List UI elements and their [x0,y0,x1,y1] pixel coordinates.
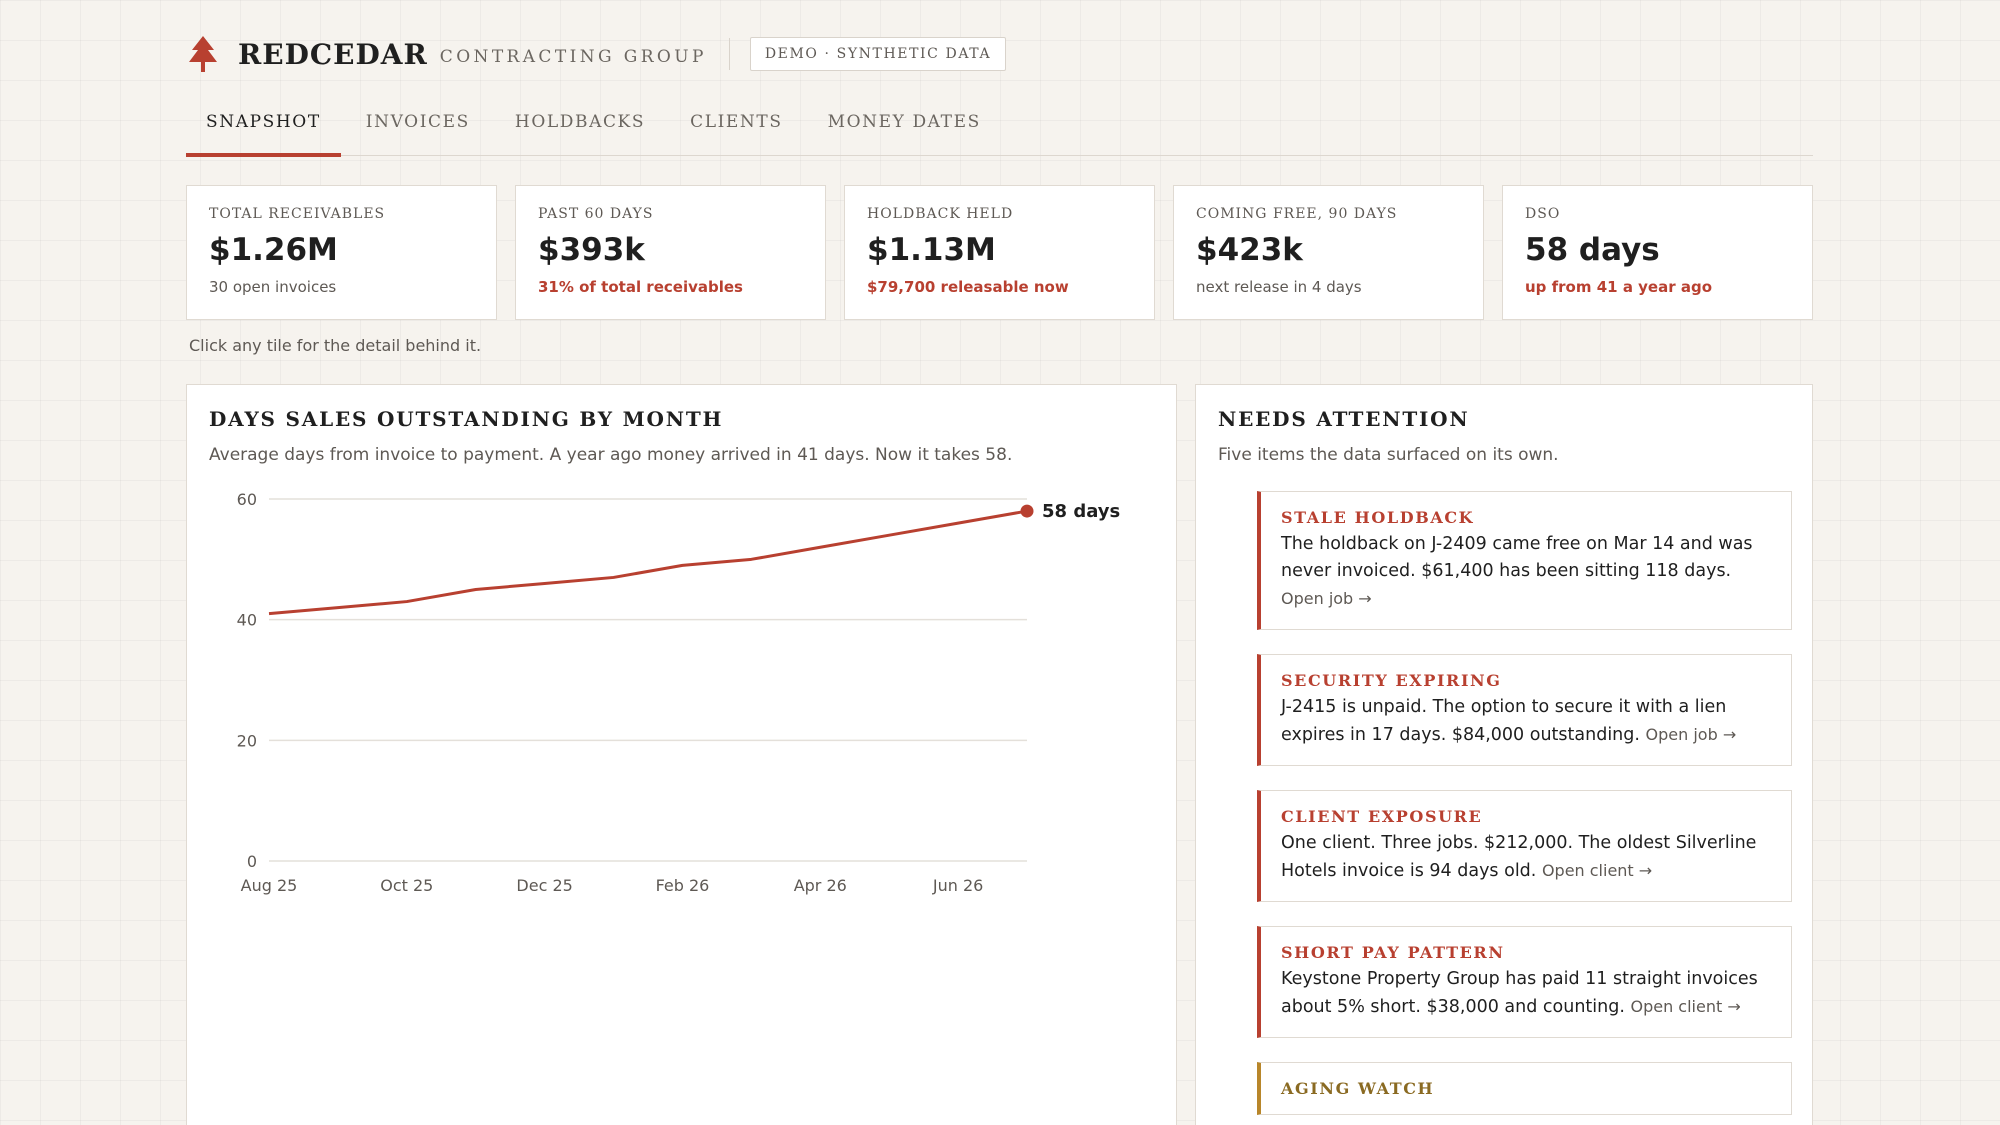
kpi-value: $423k [1196,232,1303,268]
attention-item-title: SECURITY EXPIRING [1281,671,1502,690]
attention-list: STALE HOLDBACK The holdback on J-2409 ca… [1257,491,1792,1125]
tab-money-dates[interactable]: MONEY DATES [827,112,981,132]
dso-line-chart: 0 20 40 60 Aug 25 Oct 25 Dec 25 Feb 26 Apr 26 Jun… [237,490,1121,895]
kpi-note: $79,700 releasable now [867,278,1069,296]
kpi-label: HOLDBACK HELD [867,206,1014,222]
attention-item-body: J-2415 is unpaid. The option to secure i… [1281,694,1771,749]
attention-item-title: STALE HOLDBACK [1281,508,1475,527]
open-client-link[interactable]: Open client → [1541,861,1653,880]
kpi-tile-holdback-held[interactable]: HOLDBACK HELD $1.13M $79,700 releasable … [844,185,1155,320]
attention-item-body: Keystone Property Group has paid 11 stra… [1281,966,1771,1021]
chart-subtitle: Average days from invoice to payment. A … [209,445,1013,465]
y-tick-label: 0 [247,852,257,871]
attention-item-text: Keystone Property Group has paid 11 stra… [1281,969,1758,1017]
attention-item-body: One client. Three jobs. $212,000. The ol… [1281,830,1771,885]
attention-item-short-pay-pattern: SHORT PAY PATTERN Keystone Property Grou… [1257,926,1792,1038]
tree-icon [189,36,217,72]
kpi-value: 58 days [1525,232,1660,268]
attention-item-aging-watch: AGING WATCH [1257,1062,1792,1115]
tab-snapshot[interactable]: SNAPSHOT [186,104,341,157]
tab-clients[interactable]: CLIENTS [690,112,783,132]
attention-title: NEEDS ATTENTION [1218,407,1470,431]
attention-item-body: The holdback on J-2409 came free on Mar … [1281,531,1771,613]
attention-item-client-exposure: CLIENT EXPOSURE One client. Three jobs. … [1257,790,1792,902]
x-tick-label: Oct 25 [380,876,433,895]
x-tick-label: Feb 26 [656,876,710,895]
needs-attention-panel: NEEDS ATTENTION Five items the data surf… [1195,384,1813,1125]
dso-series-line [268,509,1028,616]
attention-subtitle: Five items the data surfaced on its own. [1218,445,1559,465]
open-job-link[interactable]: Open job → [1281,589,1372,608]
tab-holdbacks[interactable]: HOLDBACKS [514,112,646,132]
brand-subtitle: CONTRACTING GROUP [439,47,707,67]
kpi-label: PAST 60 DAYS [538,206,654,222]
attention-item-title: AGING WATCH [1281,1079,1435,1098]
attention-item-text: J-2415 is unpaid. The option to secure i… [1281,697,1727,745]
tile-hint: Click any tile for the detail behind it. [189,336,482,355]
kpi-value: $1.26M [209,232,338,268]
kpi-label: COMING FREE, 90 DAYS [1196,206,1398,222]
kpi-tile-coming-free[interactable]: COMING FREE, 90 DAYS $423k next release … [1173,185,1484,320]
brand-name: REDCEDAR [238,37,428,71]
kpi-tile-past-60-days[interactable]: PAST 60 DAYS $393k 31% of total receivab… [515,185,826,320]
kpi-value: $393k [538,232,645,268]
kpi-tile-dso[interactable]: DSO 58 days up from 41 a year ago [1502,185,1813,320]
kpi-label: DSO [1525,206,1561,222]
kpi-row: TOTAL RECEIVABLES $1.26M 30 open invoice… [186,185,1813,320]
kpi-note: 31% of total receivables [538,278,743,296]
y-tick-label: 20 [237,731,257,750]
demo-badge: DEMO · SYNTHETIC DATA [749,37,1007,71]
attention-item-text: One client. Three jobs. $212,000. The ol… [1281,833,1757,881]
attention-item-title: SHORT PAY PATTERN [1281,943,1505,962]
kpi-note: up from 41 a year ago [1525,278,1713,296]
kpi-note: next release in 4 days [1196,278,1362,296]
tab-invoices[interactable]: INVOICES [365,112,470,132]
open-job-link[interactable]: Open job → [1645,725,1737,744]
x-tick-label: Jun 26 [932,876,983,895]
kpi-label: TOTAL RECEIVABLES [209,206,386,222]
dso-latest-point [1020,504,1034,518]
attention-item-text: The holdback on J-2409 came free on Mar … [1281,534,1753,581]
brand-header: REDCEDAR CONTRACTING GROUP DEMO · SYNTHE… [186,34,1007,74]
attention-item-security-expiring: SECURITY EXPIRING J-2415 is unpaid. The … [1257,654,1792,766]
open-client-link[interactable]: Open client → [1630,997,1741,1016]
attention-item-title: CLIENT EXPOSURE [1281,807,1483,826]
chart-title: DAYS SALES OUTSTANDING BY MONTH [209,407,724,431]
kpi-tile-total-receivables[interactable]: TOTAL RECEIVABLES $1.26M 30 open invoice… [186,185,497,320]
header-divider [728,38,730,70]
x-tick-label: Apr 26 [794,876,847,895]
kpi-note: 30 open invoices [209,278,337,296]
dso-chart-panel: DAYS SALES OUTSTANDING BY MONTH Average … [186,384,1177,1125]
attention-item-stale-holdback: STALE HOLDBACK The holdback on J-2409 ca… [1257,491,1792,630]
y-tick-label: 60 [237,490,257,509]
y-tick-label: 40 [237,611,257,630]
x-tick-label: Dec 25 [516,876,572,895]
main-tabs: SNAPSHOT INVOICES HOLDBACKS CLIENTS MONE… [186,104,1813,157]
kpi-value: $1.13M [867,232,996,268]
dso-latest-label: 58 days [1042,501,1120,522]
x-tick-label: Aug 25 [241,876,298,895]
